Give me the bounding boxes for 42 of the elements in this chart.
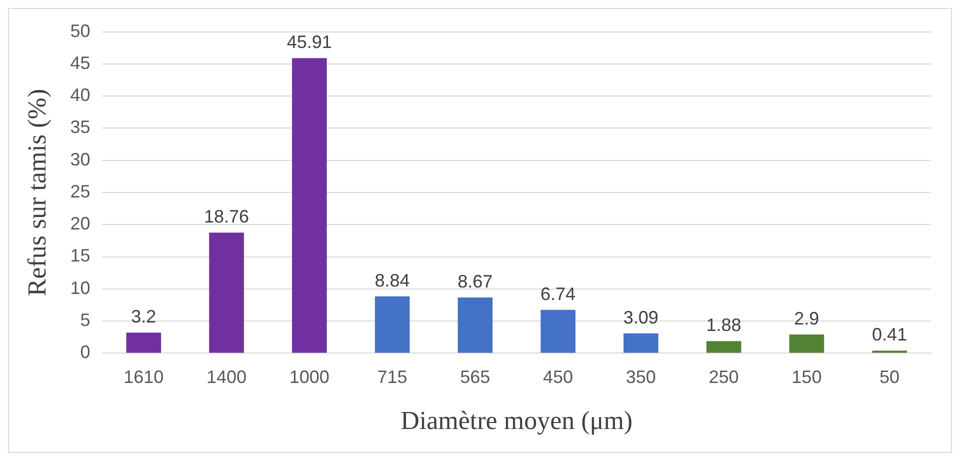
data-label: 8.67 — [458, 271, 493, 292]
y-tick-label: 20 — [70, 214, 90, 234]
x-tick-label: 1400 — [206, 366, 247, 387]
bar — [209, 232, 244, 353]
bar — [540, 310, 576, 353]
bar — [706, 341, 742, 353]
x-axis-title: Diamètre moyen (μm) — [400, 406, 633, 436]
x-tick-label: 565 — [460, 366, 490, 387]
y-tick-label: 45 — [70, 52, 90, 73]
x-tick-label: 50 — [880, 366, 900, 387]
y-tick-label: 15 — [70, 246, 90, 266]
x-tick-label: 715 — [377, 366, 408, 387]
y-tick-label: 25 — [70, 181, 90, 202]
y-tick-label: 50 — [70, 20, 90, 41]
data-label: 2.9 — [794, 308, 820, 329]
bar — [789, 334, 824, 353]
x-tick-label: 1610 — [124, 366, 164, 387]
y-tick-label: 0 — [80, 342, 90, 362]
data-label: 8.84 — [374, 270, 410, 290]
data-label: 18.76 — [204, 206, 250, 227]
data-label: 0.41 — [872, 324, 908, 345]
y-tick-label: 35 — [70, 117, 90, 138]
x-tick-label: 350 — [626, 366, 656, 387]
y-tick-label: 30 — [70, 149, 90, 170]
x-tick-label: 250 — [708, 366, 739, 387]
data-label: 6.74 — [540, 284, 576, 304]
bar — [624, 333, 658, 353]
bar — [126, 332, 162, 353]
data-label: 45.91 — [286, 32, 332, 52]
data-label: 1.88 — [706, 315, 742, 336]
x-tick-label: 1000 — [289, 366, 330, 387]
y-tick-label: 5 — [80, 310, 90, 330]
y-tick-label: 10 — [70, 278, 90, 298]
x-tick-label: 450 — [543, 366, 574, 387]
bar — [374, 296, 410, 353]
data-label: 3.2 — [131, 306, 156, 327]
bar — [292, 58, 327, 353]
bar — [458, 297, 493, 353]
y-tick-label: 40 — [70, 85, 90, 106]
y-axis-title: Refus sur tamis (%) — [22, 88, 52, 296]
data-label: 3.09 — [623, 307, 658, 328]
x-tick-label: 150 — [792, 366, 822, 387]
